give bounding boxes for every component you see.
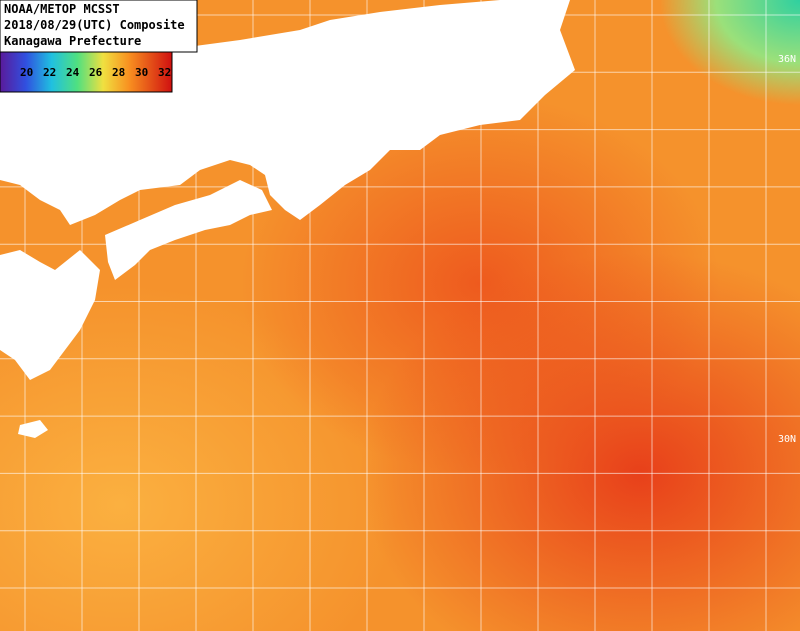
colorbar-tick-label: 22 [43,66,56,79]
colorbar-tick-label: 24 [66,66,80,79]
colorbar [0,51,173,93]
colorbar-tick-label: 32 [158,66,171,79]
lat-label: 30N [778,434,796,445]
header-line: 2018/08/29(UTC) Composite [4,18,185,32]
colorbar-tick-label: 30 [135,66,148,79]
lat-label: 36N [778,54,796,65]
colorbar-tick-label: 20 [20,66,33,79]
colorbar-tick-label: 26 [89,66,103,79]
header-line: NOAA/METOP MCSST [4,2,120,16]
shikoku [105,180,272,280]
header-box [0,0,198,53]
colorbar-tick-label: 28 [112,66,125,79]
header-line: Kanagawa Prefecture [4,34,141,48]
colorbar-ticks: 20 22 24 26 28 30 32 [20,66,171,79]
